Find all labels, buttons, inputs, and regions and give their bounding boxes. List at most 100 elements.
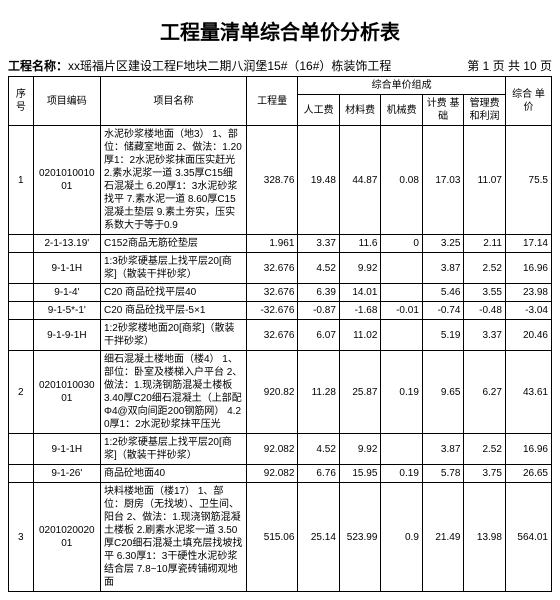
cell: 1:2砂浆硬基层上找平层20[商浆]（散装干拌砂浆） <box>100 434 246 465</box>
cell: 3.37 <box>298 235 340 253</box>
cell: 9-1-4' <box>33 284 100 302</box>
th-base: 计费 基础 <box>422 95 464 126</box>
cell <box>381 434 423 465</box>
cell: 水泥砂浆楼地面（地3） 1、部位：储藏室地面 2、做法：1.20厚1：2水泥砂浆… <box>100 126 246 235</box>
cell: 9.65 <box>422 351 464 434</box>
cell: 17.14 <box>505 235 551 253</box>
cell: 523.99 <box>339 483 381 592</box>
cell: 9.92 <box>339 434 381 465</box>
cell <box>9 434 34 465</box>
cell: 2.52 <box>464 253 506 284</box>
cell: 3.25 <box>422 235 464 253</box>
table-body: 1020101001001水泥砂浆楼地面（地3） 1、部位：储藏室地面 2、做法… <box>9 126 552 592</box>
cell: 3.37 <box>464 320 506 351</box>
cell: 1:2砂浆楼地面20[商浆]（散装干拌砂浆） <box>100 320 246 351</box>
cell: 25.14 <box>298 483 340 592</box>
project-name: 工程名称：xx瑶福片区建设工程F地块二期八润堡15#（16#）栋装饰工程 <box>8 57 391 74</box>
th-mgmt: 管理费和利润 <box>464 95 506 126</box>
cell: 3.87 <box>422 434 464 465</box>
cell: 11.02 <box>339 320 381 351</box>
cell: 920.82 <box>246 351 298 434</box>
th-machine: 机械费 <box>381 95 423 126</box>
table-head: 序号 项目编码 项目名称 工程量 综合单价组成 综合 单价 人工费 材料费 机械… <box>9 77 552 126</box>
cell: 6.07 <box>298 320 340 351</box>
cell: 3.55 <box>464 284 506 302</box>
cell: 9-1-5*-1' <box>33 302 100 320</box>
cell: 515.06 <box>246 483 298 592</box>
cell: 0.19 <box>381 465 423 483</box>
table-row: 2-1-13.19'C152商品无筋砼垫层1.9613.3711.603.252… <box>9 235 552 253</box>
cell: 020102002001 <box>33 483 100 592</box>
cell: 19.48 <box>298 126 340 235</box>
cell: 1.961 <box>246 235 298 253</box>
cell <box>9 465 34 483</box>
table-row: 3020102002001块料楼地面（楼17） 1、部位：厨房（无找坡）、卫生间… <box>9 483 552 592</box>
th-labor: 人工费 <box>298 95 340 126</box>
cell <box>9 284 34 302</box>
cell: 6.76 <box>298 465 340 483</box>
cell: 2-1-13.19' <box>33 235 100 253</box>
cell: 020101001001 <box>33 126 100 235</box>
cell: 0 <box>381 235 423 253</box>
cell: C152商品无筋砼垫层 <box>100 235 246 253</box>
cell: 9.92 <box>339 253 381 284</box>
cell: 13.98 <box>464 483 506 592</box>
cell: 75.5 <box>505 126 551 235</box>
th-qty: 工程量 <box>246 77 298 126</box>
cell: 20.46 <box>505 320 551 351</box>
header-row: 工程名称：xx瑶福片区建设工程F地块二期八润堡15#（16#）栋装饰工程 第 1… <box>8 57 552 74</box>
cell: 25.87 <box>339 351 381 434</box>
cell: 5.46 <box>422 284 464 302</box>
cell: C20 商品砼找平层-5×1 <box>100 302 246 320</box>
cell: 16.96 <box>505 434 551 465</box>
cell: 4.52 <box>298 434 340 465</box>
th-group: 综合单价组成 <box>298 77 506 95</box>
cell: 1:3砂浆硬基层上找平层20[商浆]（散装干拌砂浆） <box>100 253 246 284</box>
table-row: 9-1-1H1:2砂浆硬基层上找平层20[商浆]（散装干拌砂浆）92.0824.… <box>9 434 552 465</box>
cell: 4.52 <box>298 253 340 284</box>
cell: -1.68 <box>339 302 381 320</box>
cell: 2.52 <box>464 434 506 465</box>
cell: 26.65 <box>505 465 551 483</box>
cell: 92.082 <box>246 434 298 465</box>
th-code: 项目编码 <box>33 77 100 126</box>
cell <box>9 320 34 351</box>
cell: 328.76 <box>246 126 298 235</box>
cell: -0.74 <box>422 302 464 320</box>
cell: -3.04 <box>505 302 551 320</box>
cell: 11.6 <box>339 235 381 253</box>
cell <box>381 253 423 284</box>
page-info: 第 1 页 共 10 页 <box>467 57 552 74</box>
cell <box>9 302 34 320</box>
cell: 2.11 <box>464 235 506 253</box>
page-title: 工程量清单综合单价分析表 <box>8 16 552 45</box>
cell: 商品砼地面40 <box>100 465 246 483</box>
cell: 0.19 <box>381 351 423 434</box>
cell <box>9 253 34 284</box>
table-row: 2020101003001细石混凝土楼地面（楼4） 1、部位：卧室及楼梯入户平台… <box>9 351 552 434</box>
cell: 11.07 <box>464 126 506 235</box>
cell <box>9 235 34 253</box>
cell: 020101003001 <box>33 351 100 434</box>
cell: 3.75 <box>464 465 506 483</box>
cell: 3 <box>9 483 34 592</box>
cell: 0.9 <box>381 483 423 592</box>
table-row: 9-1-5*-1'C20 商品砼找平层-5×1-32.676-0.87-1.68… <box>9 302 552 320</box>
cell: 17.03 <box>422 126 464 235</box>
table-row: 9-1-1H1:3砂浆硬基层上找平层20[商浆]（散装干拌砂浆）32.6764.… <box>9 253 552 284</box>
cell: 11.28 <box>298 351 340 434</box>
cell: 5.19 <box>422 320 464 351</box>
cell: 块料楼地面（楼17） 1、部位：厨房（无找坡）、卫生间、阳台 2、做法：1.现浇… <box>100 483 246 592</box>
cell: 9-1-9-1H <box>33 320 100 351</box>
cell: 1 <box>9 126 34 235</box>
cell: 3.87 <box>422 253 464 284</box>
cell: 15.95 <box>339 465 381 483</box>
cell: -32.676 <box>246 302 298 320</box>
cell: 43.61 <box>505 351 551 434</box>
th-material: 材料费 <box>339 95 381 126</box>
th-name: 项目名称 <box>100 77 246 126</box>
project-value: xx瑶福片区建设工程F地块二期八润堡15#（16#）栋装饰工程 <box>68 59 391 73</box>
cell: 32.676 <box>246 320 298 351</box>
cell: C20 商品砼找平层40 <box>100 284 246 302</box>
cell <box>381 320 423 351</box>
